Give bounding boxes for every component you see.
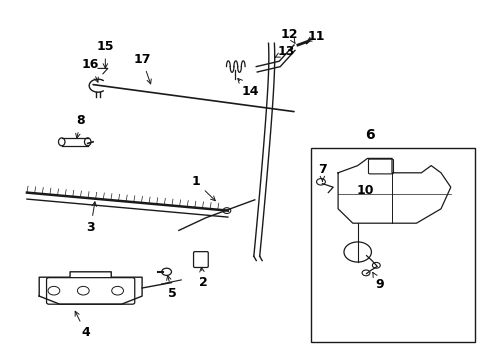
Text: 8: 8 <box>75 114 85 138</box>
Text: 10: 10 <box>356 184 374 197</box>
Text: 11: 11 <box>307 30 325 42</box>
Text: 14: 14 <box>238 78 259 98</box>
Bar <box>311 148 475 342</box>
Text: 5: 5 <box>167 275 177 300</box>
Text: 7: 7 <box>318 163 327 181</box>
Text: 2: 2 <box>199 267 208 289</box>
Text: 12: 12 <box>280 28 298 44</box>
Text: 16: 16 <box>82 58 99 82</box>
Text: 1: 1 <box>192 175 215 201</box>
Text: 9: 9 <box>373 273 384 291</box>
Text: 6: 6 <box>365 128 375 142</box>
Text: 15: 15 <box>97 40 114 68</box>
Circle shape <box>372 262 380 268</box>
Text: 3: 3 <box>86 202 97 234</box>
Text: 13: 13 <box>275 45 295 58</box>
Text: 17: 17 <box>133 53 151 84</box>
Circle shape <box>362 270 370 276</box>
Text: 4: 4 <box>75 311 90 339</box>
Circle shape <box>317 179 325 185</box>
